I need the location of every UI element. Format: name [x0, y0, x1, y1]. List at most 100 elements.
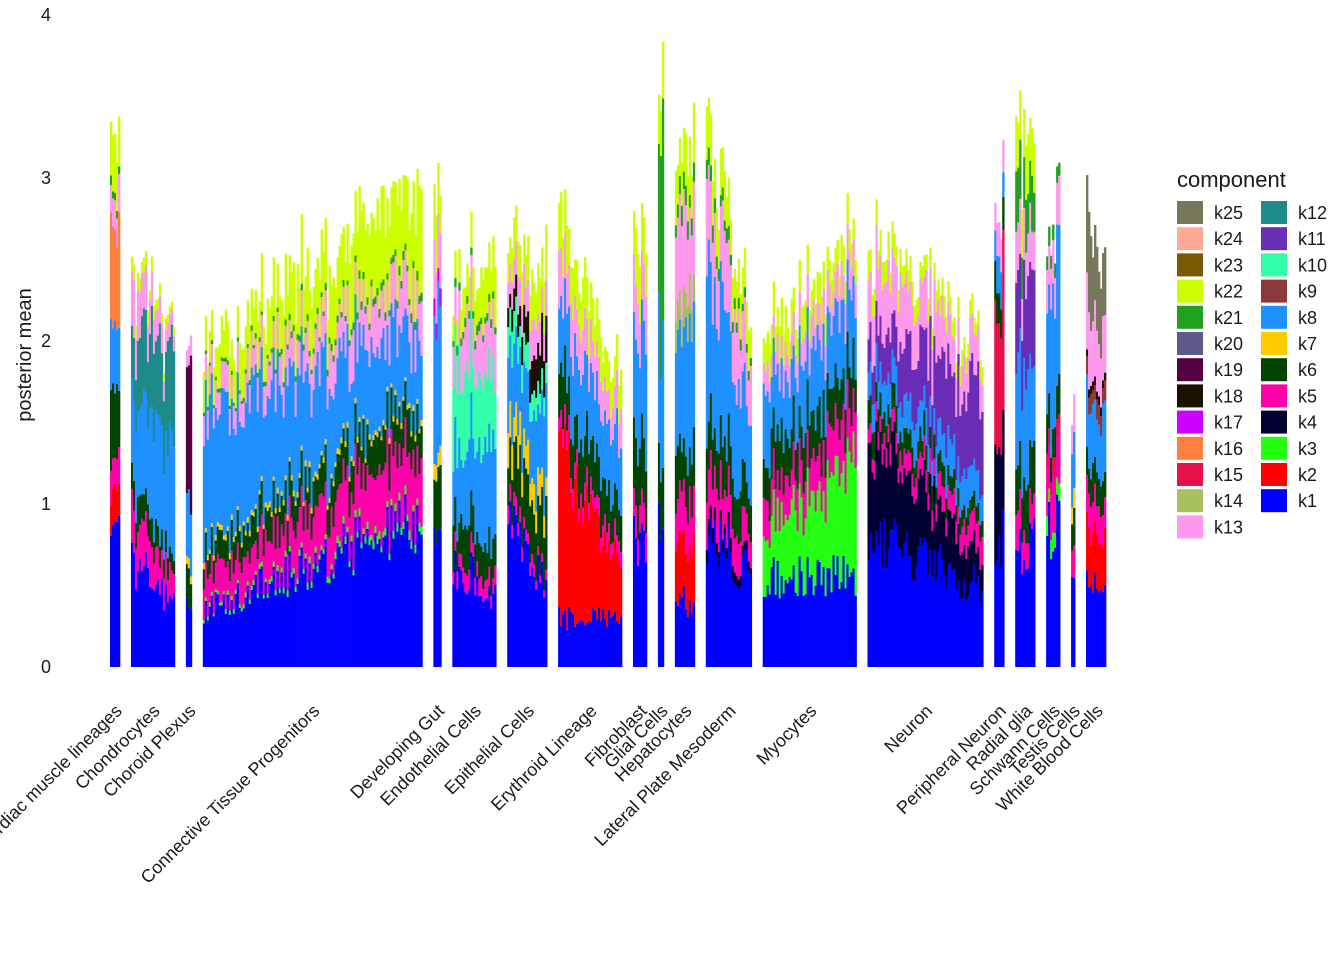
- bar-segment-k6: [1027, 484, 1030, 544]
- legend-swatch: [1177, 410, 1203, 434]
- bar-segment-k13: [342, 286, 345, 332]
- bar-segment-k1: [800, 571, 803, 667]
- bar-segment-k8: [903, 394, 906, 428]
- bar-segment-k13: [437, 213, 440, 269]
- legend-label: k5: [1298, 386, 1317, 406]
- bar-segment-k22: [965, 357, 968, 374]
- bar-segment-k4: [996, 453, 999, 561]
- bar-segment-k4: [961, 552, 964, 600]
- bar: [1098, 271, 1101, 667]
- bar-segment-k3: [1050, 539, 1053, 560]
- bar-segment-k11: [1017, 269, 1020, 353]
- bar-segment-k5: [454, 531, 457, 551]
- bar-segment-k22: [332, 277, 335, 356]
- bar-segment-k6: [490, 559, 493, 596]
- bar-segment-k6: [836, 377, 839, 420]
- bar-segment-k6: [545, 496, 548, 570]
- bar-segment-k13: [158, 295, 162, 324]
- bar-segment-k3: [218, 602, 222, 606]
- bar-segment-k3: [796, 530, 799, 596]
- bar-segment-k6: [846, 331, 849, 380]
- bar: [1033, 142, 1036, 667]
- bar-segment-k13: [236, 341, 240, 373]
- bar: [260, 253, 264, 667]
- bar-segment-k22: [113, 133, 117, 193]
- bar-segment-k8: [336, 357, 339, 448]
- bar: [749, 327, 753, 667]
- bar-segment-k3: [246, 581, 250, 586]
- legend-item: k15: [1177, 463, 1243, 486]
- bar-segment-k1: [136, 570, 140, 667]
- bar-segment-k13: [284, 325, 287, 368]
- bar-segment-k13: [871, 317, 874, 373]
- bar-segment-k22: [224, 309, 228, 358]
- bar-segment-k22: [346, 223, 349, 281]
- bar-segment-k13: [642, 264, 646, 321]
- bar-segment-k22: [927, 298, 930, 322]
- bar-segment-k17: [437, 268, 440, 282]
- bar-segment-k13: [507, 282, 510, 308]
- bar-segment-k22: [296, 264, 299, 335]
- bar-segment-k8: [911, 422, 914, 448]
- bar-segment-k1: [574, 626, 577, 667]
- bar-segment-k11: [933, 335, 936, 409]
- bar-segment-k3: [782, 525, 785, 594]
- bar-segment-k13: [230, 374, 234, 399]
- legend-swatch: [1261, 305, 1287, 329]
- bar-segment-k13: [360, 309, 363, 346]
- bar-segment-k8: [600, 421, 603, 491]
- bar-segment-k8: [909, 392, 912, 430]
- bar-segment-k6: [370, 446, 373, 475]
- bar-segment-k4: [897, 482, 900, 547]
- bar-segment-k5: [1021, 542, 1024, 575]
- bar: [189, 335, 193, 667]
- legend-item: k24: [1177, 227, 1243, 251]
- bar-segment-k6: [721, 447, 725, 500]
- bar-segment-k22: [808, 310, 811, 341]
- bar-segment-k13: [110, 185, 113, 213]
- bar-segment-k12: [152, 353, 156, 443]
- bar: [476, 289, 479, 667]
- bar-segment-k22: [509, 237, 512, 265]
- bar-segment-k6: [889, 417, 892, 444]
- bar-segment-k6: [509, 437, 512, 484]
- bar-segment-k22: [931, 328, 934, 350]
- bar: [256, 321, 260, 667]
- bar-segment-k3: [792, 485, 795, 566]
- bar: [513, 217, 516, 667]
- bar-segment-k21: [488, 293, 491, 302]
- bar-segment-k8: [826, 306, 829, 373]
- bar-segment-k5: [794, 480, 797, 511]
- bar-segment-k6: [316, 479, 319, 507]
- bar-segment-k5: [539, 575, 542, 583]
- bar-segment-k1: [240, 611, 244, 667]
- bar-segment-k6: [1086, 446, 1089, 476]
- bar-segment-k5: [564, 404, 567, 423]
- bar-segment-k8: [788, 397, 791, 449]
- bar: [276, 264, 280, 667]
- bar-segment-k7: [248, 530, 252, 537]
- bar-segment-k11: [907, 333, 910, 401]
- bar-segment-k3: [232, 609, 236, 614]
- bar-segment-k5: [146, 536, 150, 568]
- bar-segment-k1: [674, 601, 678, 667]
- bar-segment-k22: [328, 265, 331, 338]
- bar-segment-k3: [418, 522, 421, 532]
- bar-segment-k6: [659, 482, 663, 541]
- bar-segment-k5: [1100, 517, 1103, 545]
- bar: [733, 268, 737, 667]
- bar-segment-k5: [604, 514, 607, 532]
- bar-segment-k22: [955, 362, 958, 379]
- bar-segment-k6: [998, 293, 1001, 324]
- bar-segment-k3: [334, 551, 337, 560]
- bar-segment-k3: [798, 483, 801, 557]
- bar-segment-k22: [515, 205, 518, 241]
- bar-segment-k13: [208, 365, 212, 395]
- bar-segment-k22: [844, 280, 847, 305]
- bar-segment-k6: [1104, 471, 1107, 497]
- bar-segment-k22: [368, 235, 371, 324]
- bar-segment-k5: [674, 513, 678, 552]
- bar-segment-k6: [975, 506, 978, 524]
- bar-segment-k3: [832, 475, 835, 556]
- bar-segment-k11: [901, 353, 904, 418]
